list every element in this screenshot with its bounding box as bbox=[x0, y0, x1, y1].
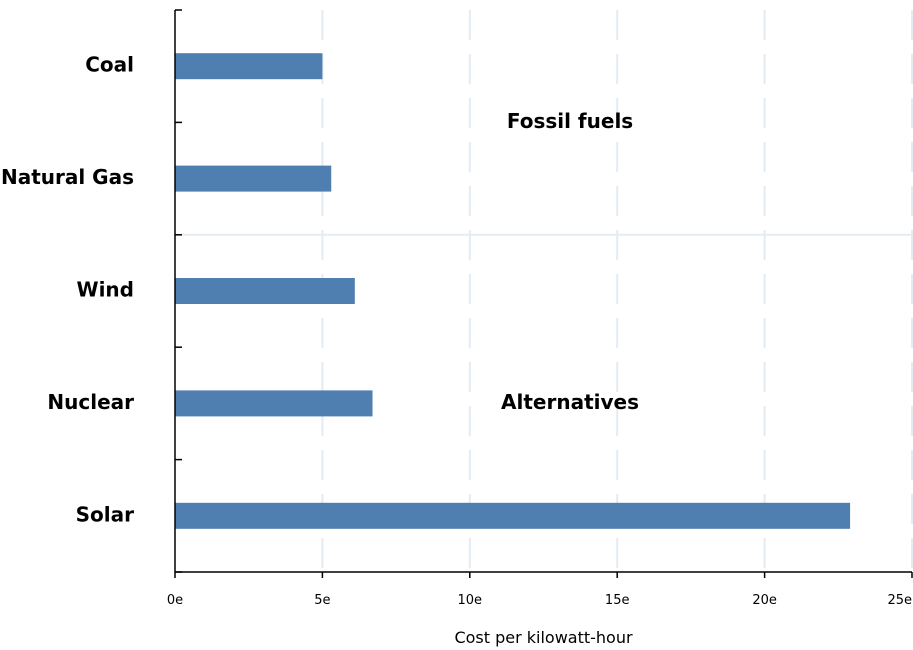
grid-lines bbox=[321, 10, 913, 572]
category-labels: Coal Natural Gas Wind Nuclear Solar bbox=[1, 53, 134, 527]
x-tick-label: 0e bbox=[167, 593, 183, 608]
x-axis-title: Cost per kilowatt-hour bbox=[454, 628, 633, 647]
x-tick-label: 15e bbox=[605, 593, 630, 608]
category-label: Natural Gas bbox=[1, 165, 134, 189]
group-label-alternatives: Alternatives bbox=[501, 390, 639, 414]
bar-wind bbox=[175, 278, 355, 304]
group-labels: Fossil fuels Alternatives bbox=[501, 109, 639, 414]
x-tick-label: 5e bbox=[314, 593, 330, 608]
category-label: Solar bbox=[76, 502, 134, 526]
bar-natural-gas bbox=[175, 165, 332, 192]
x-tick-labels: 0e 5e 10e 15e 20e 25e bbox=[167, 593, 912, 608]
axes bbox=[174, 9, 913, 578]
category-label: Nuclear bbox=[47, 390, 134, 414]
category-label: Coal bbox=[85, 53, 134, 77]
bars bbox=[175, 53, 851, 529]
bar-nuclear bbox=[175, 390, 373, 417]
category-label: Wind bbox=[77, 278, 134, 302]
group-label-fossil-fuels: Fossil fuels bbox=[507, 109, 633, 133]
x-tick-label: 25e bbox=[887, 593, 912, 608]
bar-solar bbox=[175, 502, 851, 529]
x-tick-label: 20e bbox=[752, 593, 777, 608]
bar-coal bbox=[175, 53, 323, 80]
x-tick-label: 10e bbox=[458, 593, 483, 608]
